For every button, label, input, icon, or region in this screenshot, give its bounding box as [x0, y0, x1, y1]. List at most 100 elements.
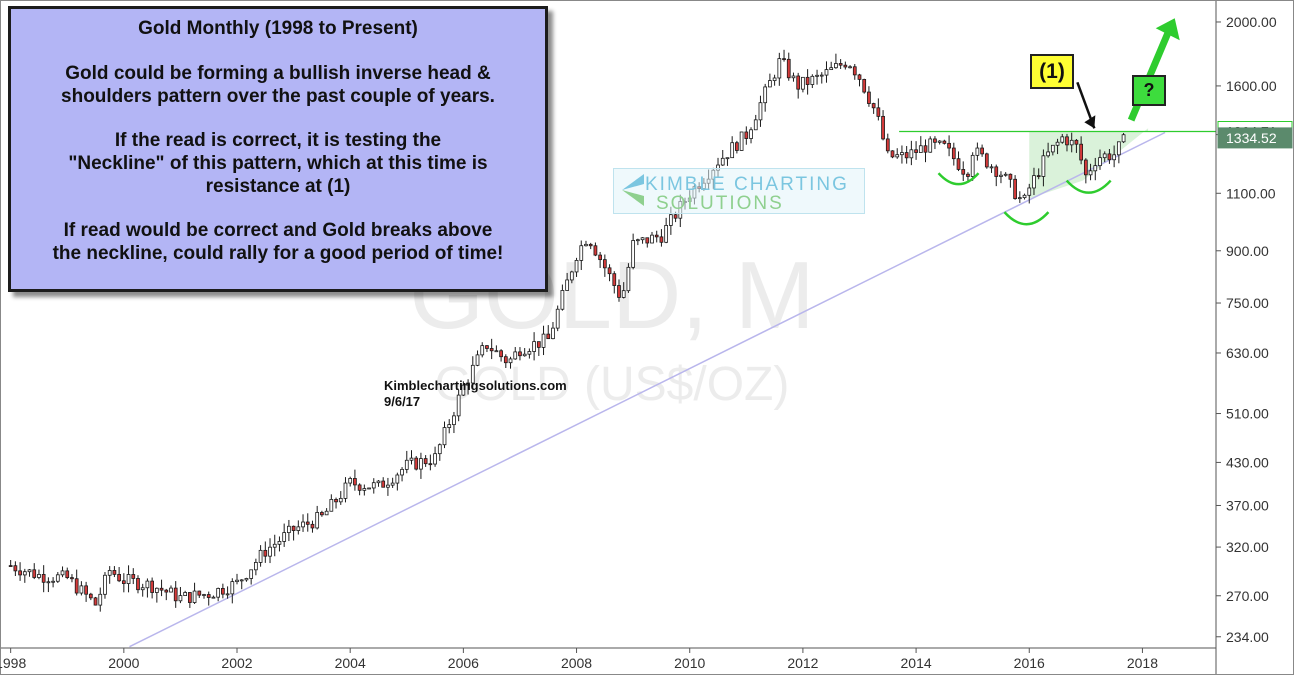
candle-body	[1022, 194, 1027, 199]
candle-body	[320, 512, 324, 516]
source-date: 9/6/17	[384, 394, 421, 409]
candle-body	[131, 574, 136, 579]
candle-body	[749, 129, 753, 139]
x-tick-label: 2000	[108, 655, 139, 671]
candle-body	[1069, 139, 1074, 146]
candle-body	[178, 595, 183, 602]
candle-body	[1003, 173, 1008, 176]
candle-body	[263, 549, 268, 557]
candle-body	[664, 225, 669, 243]
candle-body	[93, 597, 98, 606]
candle-body	[353, 478, 357, 486]
y-tick-label: 234.00	[1226, 629, 1269, 645]
candle-body	[527, 351, 532, 355]
candle-body	[470, 364, 475, 384]
textbox-line: "Neckline" of this pattern, which at thi…	[68, 153, 488, 174]
candle-body	[546, 333, 551, 340]
candle-body	[768, 80, 772, 88]
source-url: Kimblechartingsolutions.com	[384, 378, 567, 393]
candle-body	[862, 79, 867, 93]
candle-body	[499, 350, 503, 358]
candle-body	[301, 521, 305, 528]
y-tick-label: 370.00	[1226, 497, 1269, 513]
candle-body	[565, 279, 569, 291]
candle-body	[857, 74, 862, 80]
candle-body	[574, 260, 579, 273]
candle-body	[324, 510, 329, 516]
candle-body	[1093, 165, 1098, 172]
textbox-line: If the read is correct, it is testing th…	[114, 130, 442, 151]
candle-body	[763, 86, 768, 104]
candle-body	[433, 453, 437, 465]
candle-body	[489, 348, 494, 352]
candle-body	[159, 587, 164, 591]
last-price-label-bg	[1217, 127, 1293, 149]
candle-body	[668, 214, 673, 226]
candle-body	[1079, 143, 1083, 161]
candle-body	[885, 138, 890, 152]
candle-body	[612, 273, 617, 286]
textbox-paragraph-1: Gold could be forming a bullish inverse …	[11, 62, 545, 108]
candle-body	[1102, 153, 1107, 159]
candle-body	[192, 590, 197, 603]
candle-body	[461, 384, 466, 396]
candle-body	[966, 173, 970, 177]
candle-body	[1032, 175, 1036, 189]
candle-body	[282, 532, 287, 542]
candle-body	[937, 140, 942, 143]
candle-body	[1107, 153, 1112, 161]
candle-body	[588, 243, 593, 247]
candle-body	[819, 74, 824, 77]
candle-body	[1008, 173, 1013, 180]
y-tick-label: 270.00	[1226, 588, 1269, 604]
candle-body	[914, 149, 918, 153]
candle-body	[254, 562, 258, 571]
candle-body	[994, 166, 999, 177]
candle-body	[258, 549, 263, 563]
candle-body	[1017, 197, 1022, 200]
candle-body	[635, 239, 640, 242]
candle-body	[593, 245, 598, 256]
candle-body	[376, 480, 381, 484]
source-label: Kimblechartingsolutions.com 9/6/17	[384, 378, 567, 410]
x-tick-label: 1998	[0, 655, 26, 671]
x-tick-label: 2012	[787, 655, 818, 671]
last-price-label: 1334.52	[1226, 130, 1277, 146]
candle-body	[744, 131, 749, 139]
resistance-marker-label: (1)	[1030, 54, 1074, 89]
candle-body	[1036, 175, 1041, 178]
candle-body	[1013, 178, 1017, 200]
candle-body	[414, 457, 419, 470]
candle-body	[291, 525, 296, 531]
candle-body	[1065, 136, 1069, 146]
y-tick-label: 2000.00	[1226, 14, 1277, 30]
candle-body	[305, 521, 310, 525]
y-tick-label: 430.00	[1226, 454, 1269, 470]
textbox-paragraph-2: If the read is correct, it is testing th…	[11, 129, 545, 198]
candle-body	[60, 570, 65, 576]
candle-body	[1050, 144, 1055, 153]
candle-body	[367, 487, 371, 490]
textbox-line: shoulders pattern over the past couple o…	[61, 86, 495, 107]
candle-body	[55, 574, 60, 582]
candle-body	[598, 254, 602, 261]
candle-body	[904, 152, 909, 159]
candle-body	[753, 119, 758, 131]
candle-body	[112, 570, 117, 575]
candle-body	[390, 482, 395, 486]
candle-body	[164, 589, 169, 593]
candle-body	[569, 271, 574, 281]
x-tick-label: 2018	[1127, 655, 1158, 671]
candle-body	[720, 157, 725, 166]
candle-body	[466, 382, 470, 386]
x-tick-label: 2014	[901, 655, 932, 671]
y-tick-label: 630.00	[1226, 345, 1269, 361]
textbox-paragraph-3: If read would be correct and Gold breaks…	[11, 219, 545, 265]
candle-body	[480, 345, 485, 356]
candle-body	[758, 102, 763, 121]
y-tick-label: 1600.00	[1226, 78, 1277, 94]
head-arc	[1003, 211, 1050, 226]
candle-body	[225, 593, 230, 596]
